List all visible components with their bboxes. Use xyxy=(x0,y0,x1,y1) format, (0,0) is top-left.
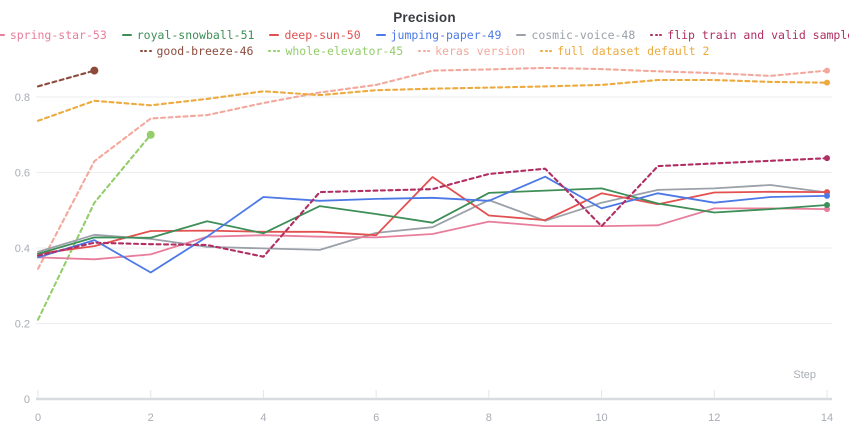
series-line-spring-star-53[interactable] xyxy=(37,207,828,261)
series-line-good-breeze-46[interactable] xyxy=(36,69,96,88)
series-line-cosmic-voice-48[interactable] xyxy=(37,184,828,253)
legend-label-cosmic-voice-48: cosmic-voice-48 xyxy=(531,28,636,42)
legend-swatch-royal-snowball-51 xyxy=(121,33,132,37)
series-end-dot-spring-star-53 xyxy=(824,206,830,213)
legend-item-keras-version[interactable]: keras version xyxy=(418,44,525,58)
x-tick-label-12: 12 xyxy=(708,412,720,424)
legend-item-flip-train-and-valid-sample[interactable]: flip train and valid sample xyxy=(650,28,849,42)
legend-label-jumping-paper-49: jumping-paper-49 xyxy=(390,28,502,42)
legend-item-whole-elevator-45[interactable]: whole-elevator-45 xyxy=(268,44,403,58)
series-line-jumping-paper-49[interactable] xyxy=(37,175,828,274)
legend-item-full-dataset-default-2[interactable]: full dataset default 2 xyxy=(540,44,709,58)
series-end-dot-keras-version xyxy=(824,67,830,74)
legend-label-spring-star-53: spring-star-53 xyxy=(9,28,107,42)
legend-label-flip-train-and-valid-sample: flip train and valid sample xyxy=(667,28,849,42)
x-tick-label-14: 14 xyxy=(821,412,833,424)
legend-row-1: spring-star-53 royal-snowball-51 deep-sun-… xyxy=(0,28,849,42)
legend-swatch-cosmic-voice-48 xyxy=(516,33,527,37)
legend-label-whole-elevator-45: whole-elevator-45 xyxy=(285,44,404,58)
legend-label-deep-sun-50: deep-sun-50 xyxy=(284,28,361,42)
series-end-dot-flip-train-and-valid-sample xyxy=(824,155,830,162)
x-tick-label-0: 0 xyxy=(35,412,41,424)
legend-item-spring-star-53[interactable]: spring-star-53 xyxy=(0,28,107,42)
series-line-royal-snowball-51[interactable] xyxy=(37,187,828,255)
legend-swatch-full-dataset-default-2 xyxy=(540,49,553,53)
y-tick-label-0: 0 xyxy=(24,394,30,406)
legend-swatch-good-breeze-46 xyxy=(139,49,152,53)
x-tick-label-4: 4 xyxy=(260,412,266,424)
legend-swatch-deep-sun-50 xyxy=(269,33,280,37)
legend-label-keras-version: keras version xyxy=(435,44,526,58)
legend-swatch-keras-version xyxy=(418,49,431,53)
series-end-dot-full-dataset-default-2 xyxy=(824,79,830,86)
legend-item-good-breeze-46[interactable]: good-breeze-46 xyxy=(139,44,254,58)
legend-swatch-flip-train-and-valid-sample xyxy=(650,33,663,37)
chart-title: Precision xyxy=(393,10,456,25)
y-tick-label-0.2: 0.2 xyxy=(15,319,30,331)
legend-item-deep-sun-50[interactable]: deep-sun-50 xyxy=(269,28,361,42)
y-tick-label-0.8: 0.8 xyxy=(15,92,30,104)
x-axis-title: Step xyxy=(793,369,816,381)
legend-item-royal-snowball-51[interactable]: royal-snowball-51 xyxy=(121,28,255,42)
legend-row-2: good-breeze-46 whole-elevator-45 keras ver… xyxy=(0,44,849,58)
legend-item-cosmic-voice-48[interactable]: cosmic-voice-48 xyxy=(516,28,635,42)
series-line-keras-version[interactable] xyxy=(36,66,829,270)
series-end-dot-whole-elevator-45 xyxy=(146,130,155,139)
y-tick-label-0.6: 0.6 xyxy=(15,168,30,180)
legend-label-royal-snowball-51: royal-snowball-51 xyxy=(136,28,255,42)
legend-label-good-breeze-46: good-breeze-46 xyxy=(156,44,254,58)
series-end-dot-good-breeze-46 xyxy=(90,66,99,75)
x-tick-label-6: 6 xyxy=(373,412,379,424)
x-tick-label-2: 2 xyxy=(148,412,154,424)
x-tick-label-10: 10 xyxy=(595,412,607,424)
legend-item-jumping-paper-49[interactable]: jumping-paper-49 xyxy=(375,28,502,42)
series-line-whole-elevator-45[interactable] xyxy=(36,133,152,321)
legend-swatch-spring-star-53 xyxy=(0,33,5,37)
series-line-deep-sun-50[interactable] xyxy=(37,176,828,255)
legend-swatch-whole-elevator-45 xyxy=(268,49,281,53)
x-tick-label-8: 8 xyxy=(486,412,492,424)
series-end-dot-jumping-paper-49 xyxy=(824,192,830,199)
legend-swatch-jumping-paper-49 xyxy=(375,33,386,37)
series-line-full-dataset-default-2[interactable] xyxy=(36,78,829,122)
y-tick-label-0.4: 0.4 xyxy=(15,243,30,255)
series-line-flip-train-and-valid-sample[interactable] xyxy=(36,157,829,258)
series-end-dot-royal-snowball-51 xyxy=(824,201,830,208)
legend-label-full-dataset-default-2: full dataset default 2 xyxy=(557,44,710,58)
